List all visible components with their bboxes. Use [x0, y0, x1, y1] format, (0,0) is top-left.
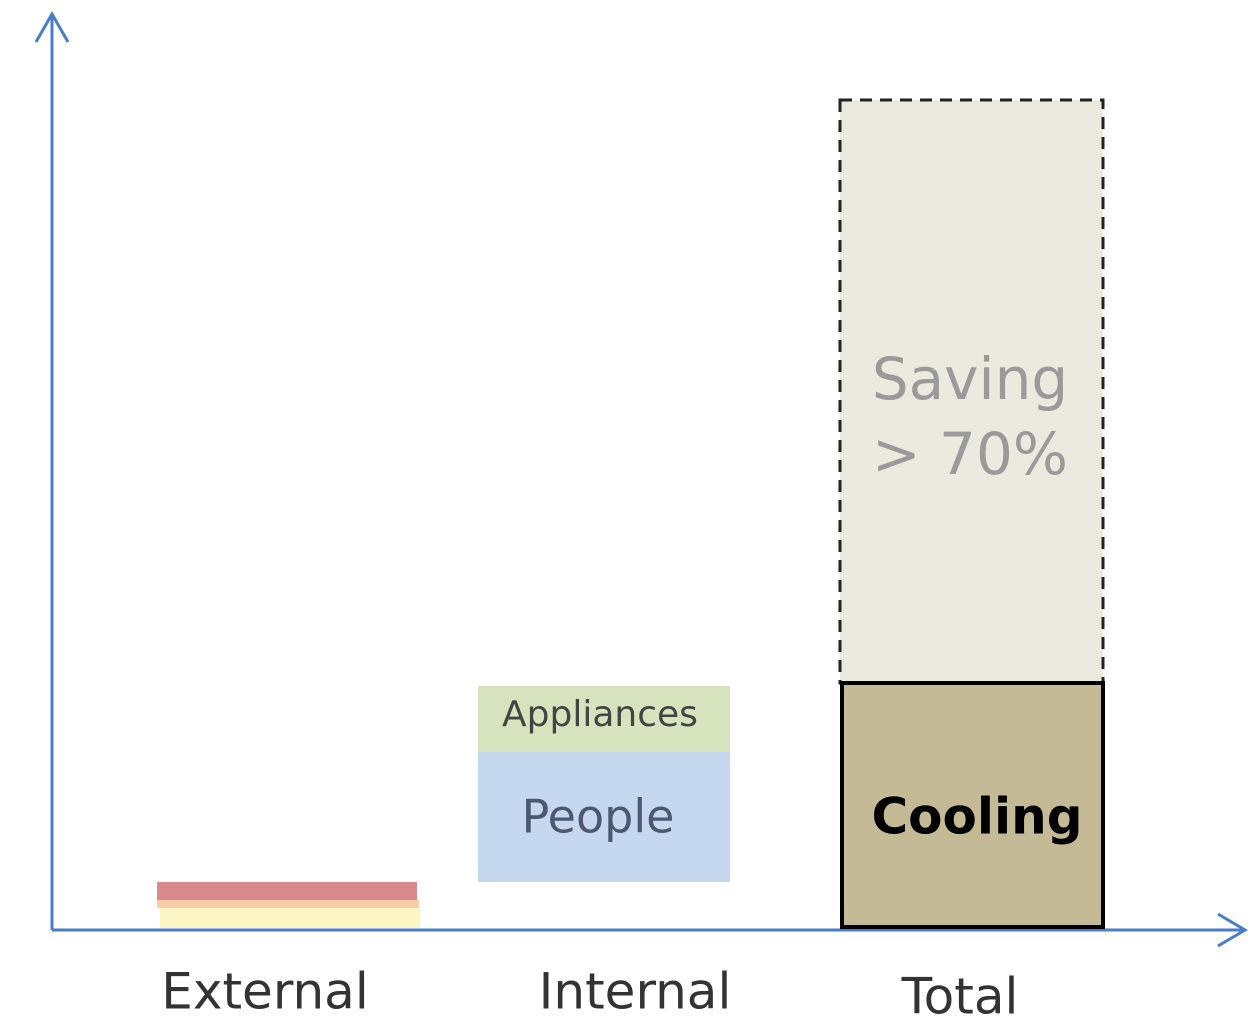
appliances-block	[478, 686, 730, 752]
people-label: People	[522, 790, 675, 844]
appliances-label: Appliances	[502, 694, 698, 735]
category-label: External	[161, 963, 368, 1021]
external-stripe	[160, 908, 420, 928]
y-axis-arrow	[34, 10, 70, 43]
external-stripe	[157, 882, 417, 900]
saving-percent: > 70%	[872, 420, 1068, 488]
saving-label: Saving	[872, 345, 1068, 413]
category-label: Total	[901, 968, 1019, 1025]
x-axis-arrow	[1217, 912, 1248, 948]
people-block	[478, 752, 730, 882]
saving-block	[838, 98, 1105, 685]
category-label: Internal	[539, 963, 732, 1021]
cooling-block	[840, 681, 1105, 929]
external-stripe	[157, 900, 419, 908]
cooling-label: Cooling	[871, 788, 1082, 846]
